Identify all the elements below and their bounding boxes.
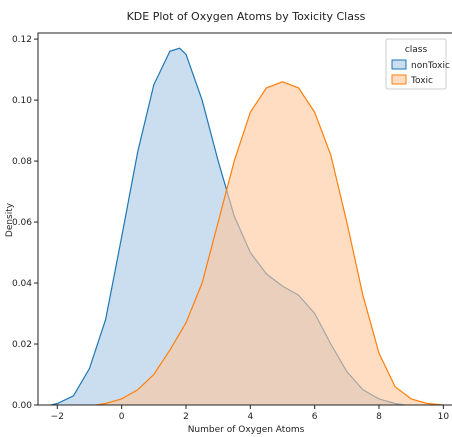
legend-label-nontoxic: nonToxic [411, 61, 450, 71]
legend: class nonToxic Toxic [385, 38, 450, 90]
kde-fill-toxic [95, 81, 444, 406]
y-tick-label: 0.06 [12, 218, 32, 228]
y-tick-label: 0.02 [12, 340, 32, 350]
chart-title: KDE Plot of Oxygen Atoms by Toxicity Cla… [127, 10, 366, 23]
x-tick-label: 8 [376, 412, 382, 422]
legend-label-toxic: Toxic [410, 76, 433, 86]
x-axis-label: Number of Oxygen Atoms [188, 425, 305, 435]
y-tick-label: 0.08 [12, 157, 32, 167]
plot-frame [37, 32, 452, 406]
y-tick-label: 0.04 [12, 279, 32, 289]
legend-swatch-nontoxic [391, 59, 407, 70]
y-tick-label: 0.12 [12, 35, 32, 45]
y-axis-label: Density [5, 202, 15, 237]
kde-line-toxic [95, 81, 444, 406]
plot-area [37, 32, 452, 406]
x-tick-label: 6 [312, 412, 318, 422]
y-tick-label: 0.10 [12, 96, 32, 106]
x-tick-label: 0 [119, 412, 125, 422]
x-tick-label: 4 [247, 412, 253, 422]
x-tick-label: 2 [183, 412, 189, 422]
x-tick-label: 10 [438, 412, 450, 422]
legend-swatch-toxic [391, 74, 407, 85]
legend-title: class [405, 45, 428, 55]
x-tick-label: −2 [51, 412, 64, 422]
y-tick-label: 0.00 [12, 401, 32, 411]
